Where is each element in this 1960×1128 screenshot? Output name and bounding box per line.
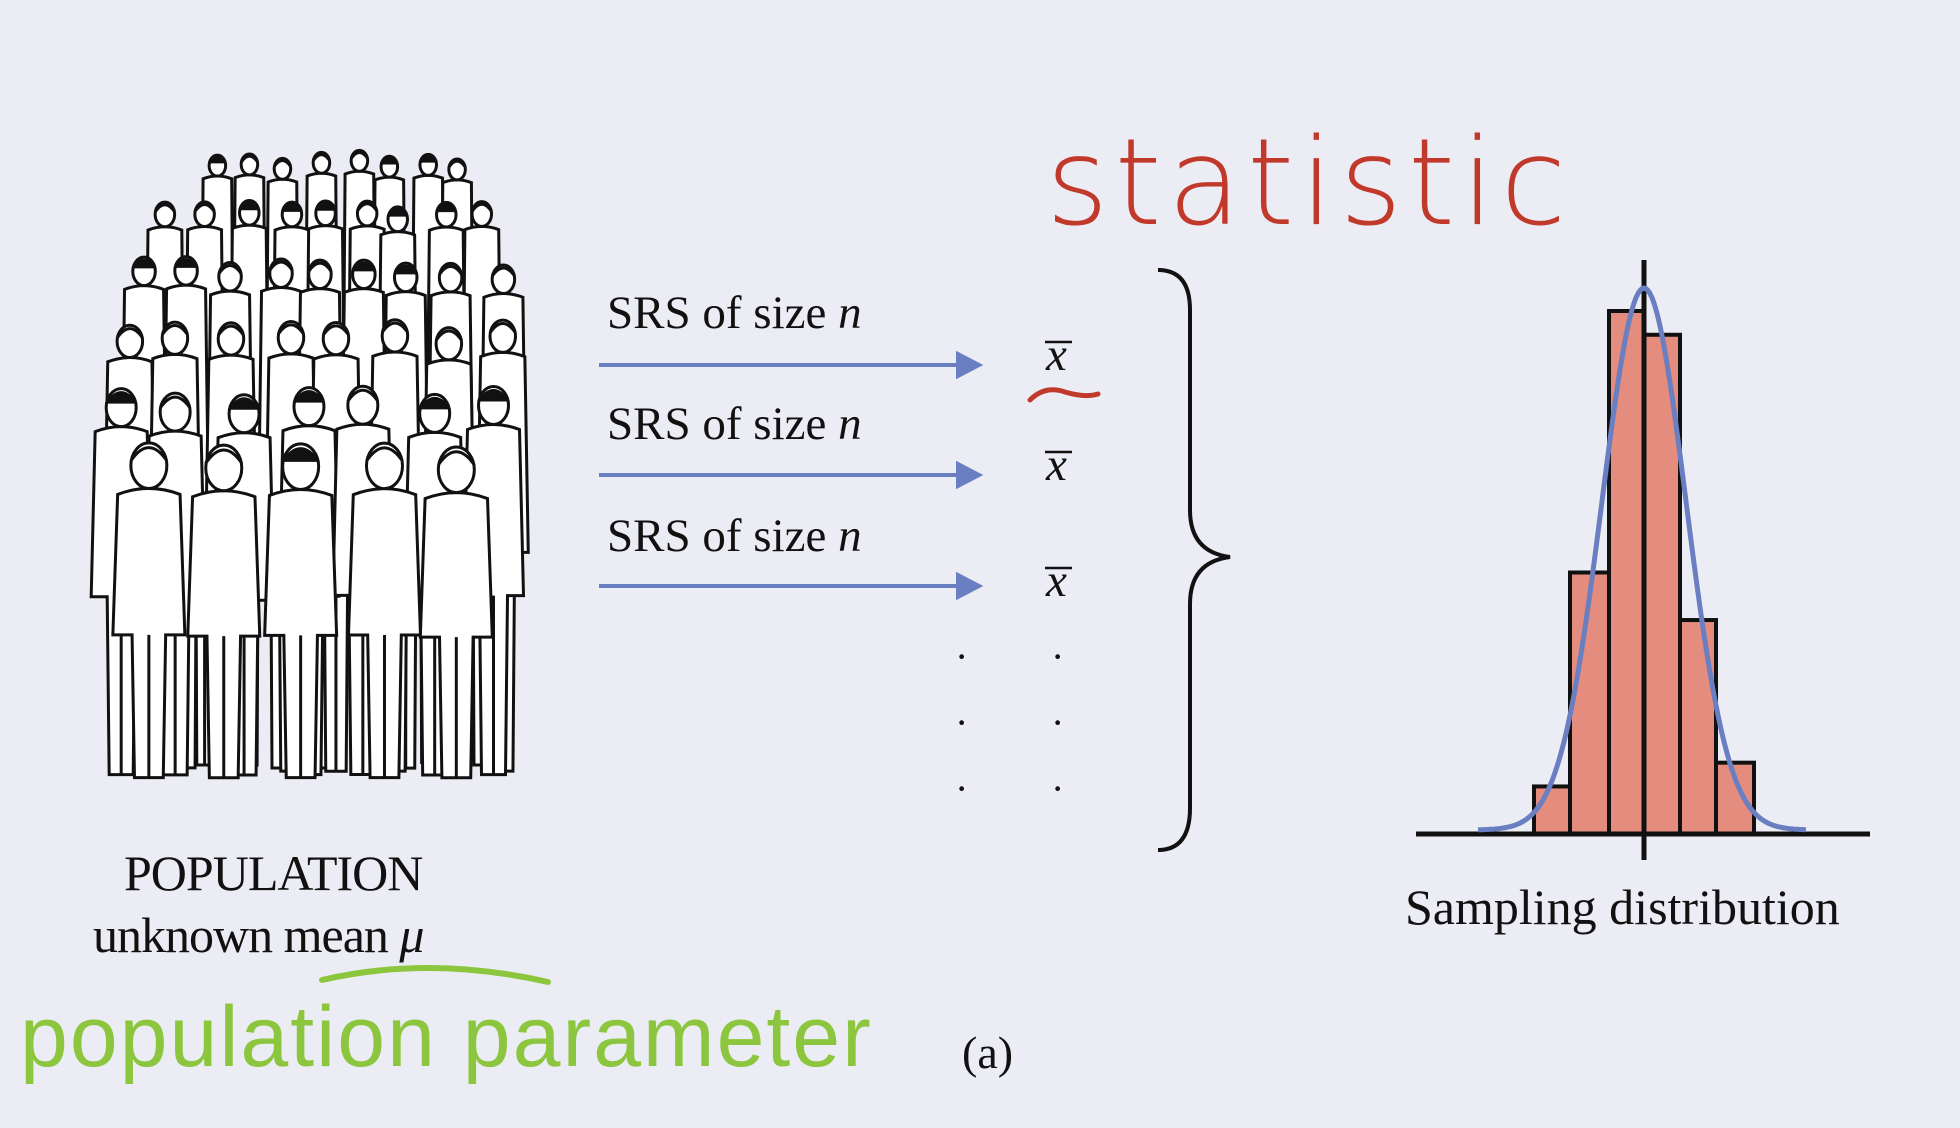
person-figure	[418, 445, 494, 780]
arrowhead-icon	[956, 460, 984, 490]
sample-label-3: SRS of size n	[607, 510, 862, 562]
person-figure	[263, 442, 339, 780]
curly-brace	[1157, 268, 1231, 852]
sampling-distribution-label: Sampling distribution	[1405, 879, 1840, 935]
person-figure	[111, 441, 187, 780]
ellipsis-dot: ·	[955, 766, 969, 811]
normal-curve	[1477, 285, 1807, 833]
population-title: POPULATION	[124, 845, 423, 901]
population-subtitle: unknown mean μ	[93, 907, 425, 963]
parameter-annotation: population parameter	[20, 989, 873, 1085]
population-crowd-illustration	[89, 148, 530, 780]
histogram-bar	[1678, 618, 1718, 837]
ellipsis-dot: ·	[955, 700, 969, 745]
person-figure	[186, 443, 262, 780]
sampling-distribution-histogram	[1416, 260, 1870, 860]
arrowhead-icon	[956, 571, 984, 601]
statistic-annotation: statistic	[1046, 114, 1573, 253]
panel-label: (a)	[962, 1027, 1014, 1078]
sample-label-2: SRS of size n	[607, 398, 862, 450]
sample-mean-2: x	[1046, 439, 1067, 491]
histogram-bar	[1607, 309, 1646, 836]
histogram-bar	[1532, 784, 1572, 836]
statistic-underline	[1027, 387, 1101, 403]
ellipsis-dot: ·	[1051, 766, 1065, 811]
ellipsis-dot: ·	[955, 634, 969, 679]
parameter-underline	[319, 965, 551, 985]
arrowhead-icon	[956, 350, 984, 380]
sample-label-1: SRS of size n	[607, 287, 862, 339]
sample-mean-1: x	[1046, 329, 1067, 381]
sample-arrows	[599, 350, 984, 601]
person-figure	[346, 441, 423, 780]
ellipsis-dot: ·	[1051, 634, 1065, 679]
sample-mean-3: x	[1046, 555, 1067, 607]
xbar-overlines	[1045, 340, 1072, 570]
ellipsis-dot: ·	[1051, 700, 1065, 745]
